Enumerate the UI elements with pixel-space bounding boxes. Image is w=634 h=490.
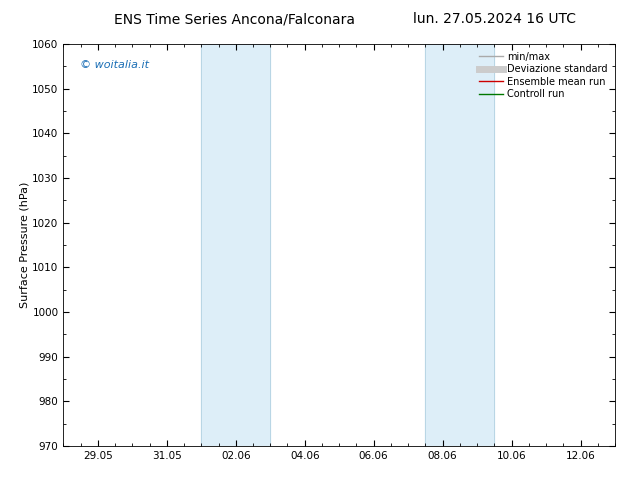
Legend: min/max, Deviazione standard, Ensemble mean run, Controll run: min/max, Deviazione standard, Ensemble m… [476,49,610,102]
Text: lun. 27.05.2024 16 UTC: lun. 27.05.2024 16 UTC [413,12,576,26]
Y-axis label: Surface Pressure (hPa): Surface Pressure (hPa) [20,182,30,308]
Bar [425,44,495,446]
Text: © woitalia.it: © woitalia.it [80,60,149,70]
Bar [202,44,270,446]
Text: ENS Time Series Ancona/Falconara: ENS Time Series Ancona/Falconara [114,12,355,26]
